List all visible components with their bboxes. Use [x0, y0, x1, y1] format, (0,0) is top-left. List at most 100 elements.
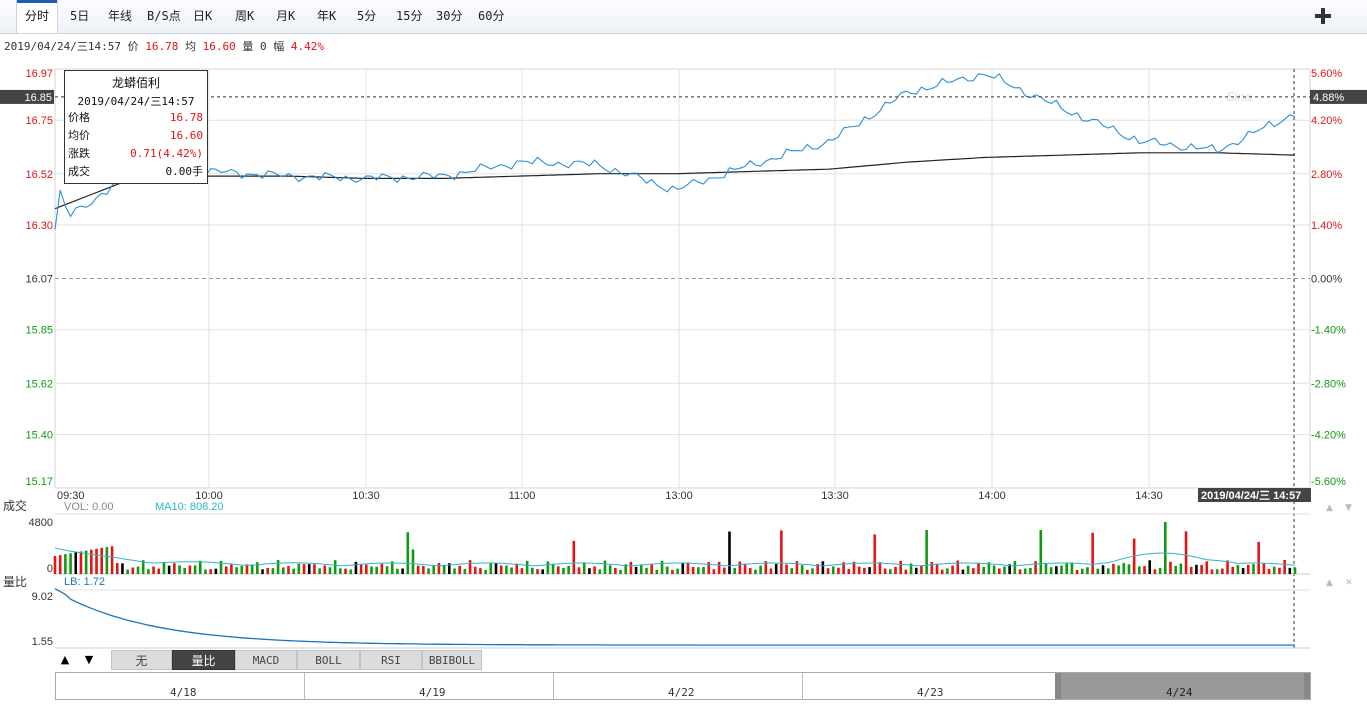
- volume-bar: [697, 567, 700, 574]
- navigator-divider: [553, 673, 554, 699]
- volume-bar: [1003, 566, 1006, 574]
- tab-5[interactable]: 周K: [235, 9, 255, 23]
- volume-bar: [1200, 564, 1203, 574]
- info-vol-label: 量: [242, 40, 254, 53]
- volume-bar: [634, 566, 638, 574]
- indicator-tab-0[interactable]: 无: [111, 650, 172, 670]
- navigator-selection[interactable]: [1061, 673, 1304, 699]
- volume-bar: [141, 560, 145, 574]
- tab-2[interactable]: 年线: [108, 9, 133, 23]
- volume-bar: [1241, 568, 1245, 574]
- volume-bar: [603, 560, 607, 574]
- price-axis-label: 16.07: [25, 274, 53, 286]
- tab-4[interactable]: 日K: [193, 9, 213, 23]
- volume-bar: [193, 565, 197, 574]
- volume-bar: [588, 568, 591, 574]
- cursor-price-tag: [0, 89, 54, 104]
- volume-bar: [863, 567, 866, 574]
- volume-bar: [390, 561, 394, 574]
- volume-bar: [219, 560, 223, 574]
- volume-bar: [1189, 566, 1193, 574]
- tab-9[interactable]: 15分: [396, 9, 423, 23]
- volume-bar: [437, 563, 441, 574]
- volume-bar: [1272, 566, 1276, 574]
- volume-bar: [64, 554, 67, 574]
- tab-10[interactable]: 30分: [436, 9, 463, 23]
- cursor-pct-tag: [1310, 89, 1367, 104]
- volume-bar: [84, 550, 88, 574]
- volume-bar: [759, 565, 762, 574]
- volume-bar: [1221, 568, 1224, 574]
- price-axis-label: 15.85: [25, 325, 53, 337]
- volume-bar: [1086, 567, 1089, 574]
- tab-6[interactable]: 月K: [276, 9, 296, 23]
- info-amp-label: 幅: [273, 40, 285, 53]
- panel-close-icon: ✕: [1345, 578, 1353, 588]
- navigator-divider: [304, 673, 305, 699]
- volume-bar: [889, 569, 892, 574]
- tab-0[interactable]: 分时: [16, 0, 59, 33]
- tab-1[interactable]: 5日: [70, 9, 90, 23]
- volume-bar: [344, 568, 347, 574]
- info-datetime: 2019/04/24/三14:57: [4, 40, 121, 53]
- volume-bar: [505, 565, 508, 574]
- volume-bar: [188, 565, 192, 574]
- indicator-tab-1[interactable]: 量比: [172, 650, 235, 670]
- volume-bar: [878, 562, 882, 574]
- volume-bar: [281, 567, 285, 574]
- volume-bar: [722, 567, 726, 574]
- volume-bar: [1153, 569, 1157, 574]
- volume-bar: [515, 563, 519, 574]
- volume-bar: [126, 569, 129, 574]
- volume-bar: [183, 567, 187, 574]
- volume-bar: [250, 564, 254, 574]
- price-axis-label: 16.75: [25, 115, 53, 127]
- tab-3[interactable]: B/S点: [147, 9, 181, 23]
- volume-bar: [997, 568, 1001, 574]
- volume-bar: [328, 567, 332, 574]
- avg-price-line: [54, 152, 1296, 210]
- scroll-up-icon[interactable]: ▲: [60, 653, 70, 666]
- volume-bar: [800, 565, 804, 574]
- volume-bar: [313, 564, 316, 574]
- shrink-icon[interactable]: [1314, 7, 1332, 25]
- info-price: 16.78: [145, 40, 179, 53]
- volume-axis-label: 0: [47, 563, 53, 575]
- scroll-down-icon[interactable]: ▼: [84, 653, 94, 666]
- ratio-axis-label: 1.55: [32, 636, 53, 648]
- price-axis-label: 16.52: [25, 169, 53, 181]
- volume-bar: [230, 564, 233, 574]
- navigator-right-handle[interactable]: [1304, 673, 1310, 699]
- panel-down-icon: ▼: [1345, 503, 1352, 513]
- volume-bar: [920, 565, 923, 574]
- volume-bar: [53, 556, 57, 574]
- volume-bar: [458, 565, 461, 574]
- indicator-tab-5[interactable]: BBIBOLL: [422, 650, 482, 670]
- tab-11[interactable]: 60分: [478, 9, 505, 23]
- volume-bar: [479, 568, 482, 574]
- volume-bar: [842, 562, 845, 574]
- tab-7[interactable]: 年K: [317, 9, 337, 23]
- volume-bar: [271, 568, 275, 574]
- indicator-tab-4[interactable]: RSI: [360, 650, 422, 670]
- volume-bar: [1080, 568, 1084, 574]
- volume-bar: [152, 566, 155, 574]
- volume-bar: [764, 561, 768, 574]
- volume-bar: [157, 568, 161, 574]
- volume-bar: [1158, 567, 1162, 574]
- volume-bar: [650, 563, 653, 574]
- tab-8[interactable]: 5分: [357, 9, 377, 23]
- volume-bar: [375, 566, 378, 574]
- info-price-label: 价: [127, 40, 139, 53]
- tooltip-row-change: 涨跌 0.71(4.42%): [65, 145, 207, 163]
- volume-bar: [655, 569, 659, 574]
- cursor-time-value: 2019/04/24/三 14:57: [1201, 489, 1301, 502]
- indicator-tab-2[interactable]: MACD: [235, 650, 297, 670]
- indicator-tab-3[interactable]: BOLL: [297, 650, 360, 670]
- cursor-pct-value: 4.88%: [1313, 92, 1344, 104]
- volume-bar: [639, 564, 643, 574]
- time-axis-label: 10:00: [195, 490, 223, 502]
- navigator-left-handle[interactable]: [1055, 673, 1061, 699]
- volume-bar: [209, 569, 212, 574]
- volume-bar: [1055, 566, 1058, 574]
